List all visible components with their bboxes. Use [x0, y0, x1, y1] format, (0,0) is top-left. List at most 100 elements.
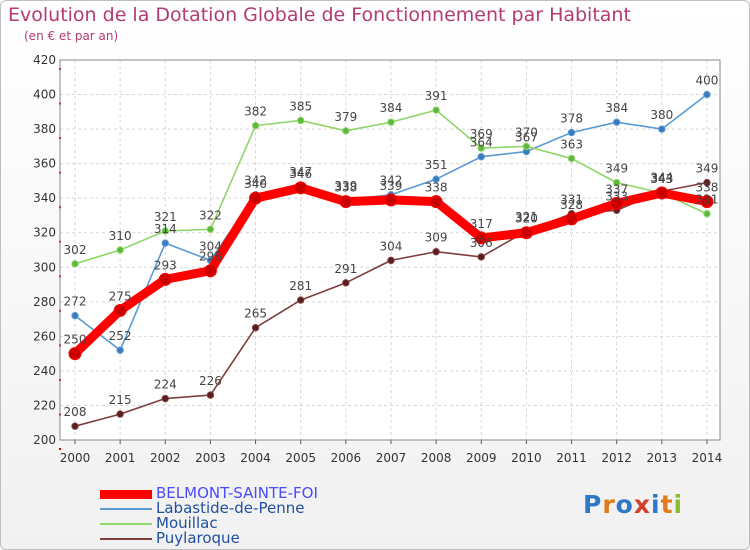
data-point	[429, 195, 443, 209]
data-point	[703, 210, 711, 218]
data-point	[522, 142, 531, 151]
data-label: 382	[244, 105, 267, 119]
data-point	[703, 90, 711, 99]
data-point	[206, 225, 215, 233]
data-point	[297, 296, 305, 304]
data-label: 338	[425, 181, 448, 195]
data-point	[116, 410, 124, 418]
x-tick-label: 2000	[60, 451, 91, 465]
x-tick-label: 2003	[195, 451, 226, 465]
x-tick-label: 2002	[150, 451, 181, 465]
data-point	[161, 239, 169, 247]
data-point	[249, 191, 263, 205]
data-label: 363	[560, 137, 583, 151]
data-label: 344	[650, 170, 673, 184]
data-label: 343	[650, 172, 673, 186]
data-point	[567, 128, 576, 137]
data-label: 314	[154, 222, 177, 236]
data-point	[700, 195, 714, 209]
data-label: 346	[289, 167, 312, 181]
data-point	[612, 118, 621, 126]
data-label: 338	[334, 181, 357, 195]
data-label: 349	[605, 162, 628, 176]
data-point	[655, 186, 669, 200]
data-label: 385	[289, 99, 312, 113]
y-tick-label: 320	[33, 226, 56, 240]
data-point	[477, 253, 485, 261]
logo-letter: P	[583, 490, 603, 519]
data-point	[612, 178, 621, 187]
data-label: 309	[425, 231, 448, 245]
data-label: 342	[380, 174, 403, 188]
data-label: 349	[696, 162, 719, 176]
x-tick-label: 2007	[376, 451, 407, 465]
x-tick-label: 2008	[421, 451, 452, 465]
data-label: 310	[109, 229, 132, 243]
data-label: 370	[515, 125, 538, 139]
x-tick-label: 2012	[601, 451, 632, 465]
data-point	[703, 178, 711, 187]
data-label: 347	[289, 165, 312, 179]
data-point	[387, 118, 395, 126]
legend-swatch	[100, 508, 152, 510]
x-tick-label: 2009	[466, 451, 497, 465]
data-label: 364	[470, 136, 493, 150]
data-point	[113, 303, 127, 317]
data-label: 331	[560, 193, 583, 207]
data-point	[71, 260, 79, 268]
data-point	[567, 154, 576, 163]
legend-label: Mouillac	[156, 514, 218, 532]
data-label: 281	[289, 279, 312, 293]
logo-letter: r	[602, 490, 616, 519]
data-label: 317	[470, 217, 493, 231]
plot-border	[59, 59, 721, 441]
y-tick-label: 200	[33, 433, 56, 447]
data-point	[297, 116, 305, 125]
data-point	[477, 144, 485, 152]
data-label: 265	[244, 307, 267, 321]
y-tick-label: 400	[33, 88, 56, 102]
data-label: 306	[470, 236, 493, 250]
data-label: 298	[199, 250, 222, 264]
logo-letter: i	[673, 490, 684, 519]
legend-swatch	[100, 538, 152, 540]
data-label: 272	[64, 295, 87, 309]
data-point	[68, 347, 82, 361]
data-label: 367	[515, 131, 538, 145]
x-tick-label: 2014	[692, 451, 723, 465]
data-point	[610, 196, 624, 210]
data-label: 391	[425, 89, 448, 103]
legend-label: BELMONT-SAINTE-FOI	[156, 484, 318, 502]
data-label: 322	[199, 208, 222, 222]
data-point	[158, 272, 172, 286]
data-label: 400	[696, 74, 719, 88]
data-point	[658, 125, 666, 133]
x-tick-label: 2004	[240, 451, 271, 465]
data-point	[519, 226, 533, 240]
data-label: 293	[154, 258, 177, 272]
data-label: 369	[470, 127, 493, 141]
data-label: 224	[154, 378, 177, 392]
y-tick-label: 240	[33, 364, 56, 378]
data-label: 384	[380, 101, 403, 115]
data-label: 275	[109, 289, 132, 303]
data-label: 302	[64, 243, 87, 257]
data-label: 304	[380, 239, 403, 253]
proxiti-logo: Proxiti	[583, 490, 683, 519]
data-label: 343	[650, 172, 673, 186]
data-label: 339	[380, 179, 403, 193]
y-tick-label: 420	[33, 53, 56, 67]
y-tick-label: 300	[33, 260, 56, 274]
data-label: 338	[696, 181, 719, 195]
data-point	[387, 256, 395, 265]
data-point	[161, 227, 169, 235]
y-tick-label: 280	[33, 295, 56, 309]
data-point	[477, 153, 485, 161]
y-tick-label: 220	[33, 398, 56, 412]
data-point	[116, 346, 124, 354]
data-point	[116, 246, 124, 254]
data-label: 340	[244, 177, 267, 191]
chart-title: Evolution de la Dotation Globale de Fonc…	[8, 4, 631, 26]
data-point	[161, 394, 169, 403]
legend-label: Labastide-de-Penne	[156, 499, 305, 517]
